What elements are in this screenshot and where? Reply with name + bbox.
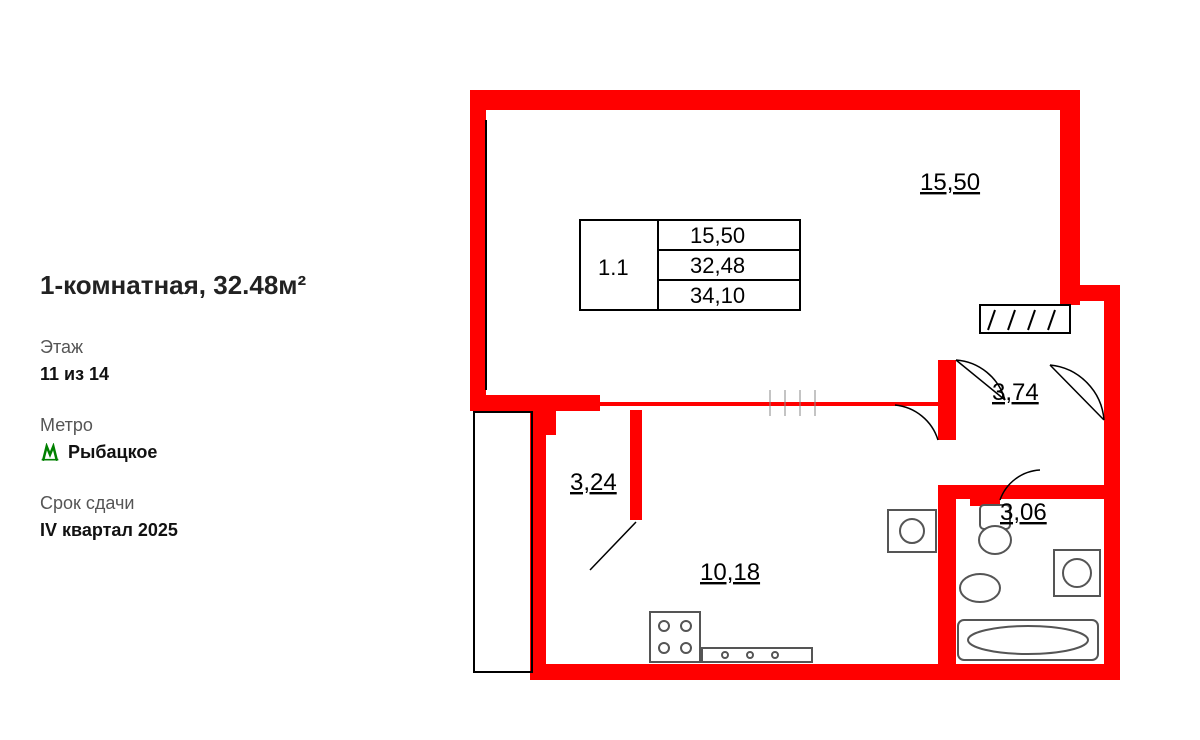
floor-field: Этаж 11 из 14 <box>40 337 390 385</box>
room-label-kitchen: 10,18 <box>700 559 760 586</box>
metro-station: Рыбацкое <box>68 442 157 463</box>
metro-icon <box>40 443 60 463</box>
area-total-living: 32,48 <box>690 253 745 278</box>
floorplan-diagram: 15,50 3,74 3,24 10,18 3,06 1.1 15,50 32,48 3… <box>440 60 1140 700</box>
metro-field: Метро Рыбацкое <box>40 415 390 463</box>
floor-value: 11 из 14 <box>40 364 390 385</box>
completion-value: IV квартал 2025 <box>40 520 390 541</box>
room-label-hall: 3,74 <box>992 379 1039 406</box>
area-living: 15,50 <box>690 223 745 248</box>
metro-label: Метро <box>40 415 390 436</box>
completion-field: Срок сдачи IV квартал 2025 <box>40 493 390 541</box>
area-total: 34,10 <box>690 283 745 308</box>
room-label-bath: 3,06 <box>1000 499 1047 526</box>
area-table: 1.1 15,50 32,48 34,10 <box>580 220 800 310</box>
completion-label: Срок сдачи <box>40 493 390 514</box>
listing-info-panel: 1-комнатная, 32.48м² Этаж 11 из 14 Метро… <box>40 270 390 571</box>
unit-id: 1.1 <box>598 255 629 280</box>
floor-label: Этаж <box>40 337 390 358</box>
room-label-living: 15,50 <box>920 169 980 196</box>
listing-title: 1-комнатная, 32.48м² <box>40 270 390 301</box>
room-label-balcony: 3,24 <box>570 469 617 496</box>
